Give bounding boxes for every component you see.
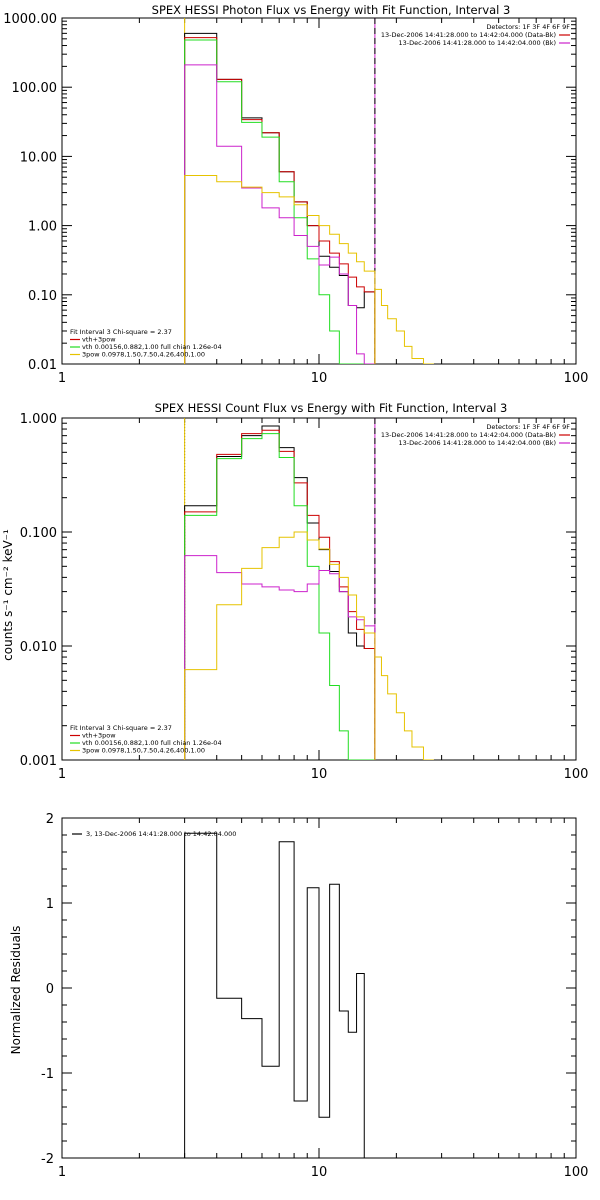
legend-entry: 13-Dec-2006 14:41:28.000 to 14:42:04.000…: [381, 31, 556, 39]
x-tick-label: 10: [311, 371, 328, 386]
x-tick-label: 100: [564, 1165, 589, 1180]
y-tick-label: -2: [41, 1152, 54, 1167]
legend-entry: vth 0.00156,0.882,1.00 full chian 1.26e-…: [82, 739, 222, 747]
series-line-extension: [374, 288, 434, 364]
legend-entry: vth+3pow: [82, 732, 116, 740]
x-tick-label: 100: [564, 371, 589, 386]
plot-frame: [61, 17, 577, 365]
y-tick-label: 0.010: [20, 640, 57, 655]
series-line: [184, 174, 376, 364]
legend-header: Detectors: 1F 3F 4F 6F 9F: [486, 23, 570, 31]
count-flux-panel: SPEX HESSI Count Flux vs Energy with Fit…: [1, 401, 588, 782]
y-tick-label: 0: [46, 982, 54, 997]
residuals-panel: Normalized Residuals 1 10 100 -2 -1 0 1 2 3, 13-…: [9, 812, 588, 1180]
y-tick-label: 1.000: [20, 412, 57, 427]
y-tick-label: 1000.00: [3, 12, 57, 27]
y-tick-label: 0.001: [20, 754, 57, 769]
legend-header: Detectors: 1F 3F 4F 6F 9F: [486, 423, 570, 431]
y-tick-label: 1.00: [28, 220, 57, 235]
y-tick-label: -1: [41, 1067, 54, 1082]
y-axis-label: counts s⁻¹ cm⁻² keV⁻¹: [1, 529, 15, 661]
x-tick-label: 1: [58, 767, 66, 782]
series-line: [184, 429, 376, 760]
y-tick-label: 0.10: [28, 289, 57, 304]
legend-entry: vth+3pow: [82, 336, 116, 344]
x-tick-label: 1: [58, 1165, 66, 1180]
photon-flux-panel: SPEX HESSI Photon Flux vs Energy with Fi…: [3, 3, 588, 386]
panel-title: SPEX HESSI Count Flux vs Energy with Fit…: [155, 401, 508, 415]
x-tick-label: 10: [311, 767, 328, 782]
series-line-extension: [374, 656, 434, 760]
panel-title: SPEX HESSI Photon Flux vs Energy with Fi…: [152, 3, 511, 17]
series-line: [184, 832, 365, 1158]
legend-entry: 3, 13-Dec-2006 14:41:28.000 to 14:42:04.…: [86, 830, 236, 838]
legend-entry: Fit Interval 3 Chi-square = 2.37: [70, 724, 172, 732]
series-line: [184, 64, 375, 364]
legend-entry: 13-Dec-2006 14:41:28.000 to 14:42:04.000…: [399, 439, 557, 447]
legend-entry: 13-Dec-2006 14:41:28.000 to 14:42:04.000…: [399, 39, 557, 47]
y-axis-label: Normalized Residuals: [9, 926, 23, 1055]
x-tick-label: 10: [311, 1165, 328, 1180]
legend-entry: 13-Dec-2006 14:41:28.000 to 14:42:04.000…: [381, 431, 556, 439]
legend-entry: 3pow 0.0978,1.50,7.50,4.26,400,1.00: [82, 747, 205, 755]
legend-entry: vth 0.00156,0.882,1.00 full chian 1.26e-…: [82, 343, 222, 351]
series-line: [184, 433, 375, 760]
legend-entry: 3pow 0.0978,1.50,7.50,4.26,400,1.00: [82, 351, 205, 359]
y-tick-label: 10.00: [20, 150, 57, 165]
x-tick-label: 100: [564, 767, 589, 782]
x-tick-label: 1: [58, 371, 66, 386]
series-line: [184, 425, 376, 760]
legend-entry: Fit Interval 3 Chi-square = 2.37: [70, 328, 172, 336]
y-tick-label: 1: [46, 897, 54, 912]
series-line: [184, 555, 376, 760]
series-line: [184, 37, 376, 364]
y-tick-label: 100.00: [12, 81, 58, 96]
y-tick-label: 0.01: [28, 358, 57, 373]
series-line: [184, 39, 375, 364]
series-line: [184, 531, 376, 760]
y-tick-label: 0.100: [20, 526, 57, 541]
series-line: [184, 32, 376, 364]
y-tick-label: 2: [46, 812, 54, 827]
